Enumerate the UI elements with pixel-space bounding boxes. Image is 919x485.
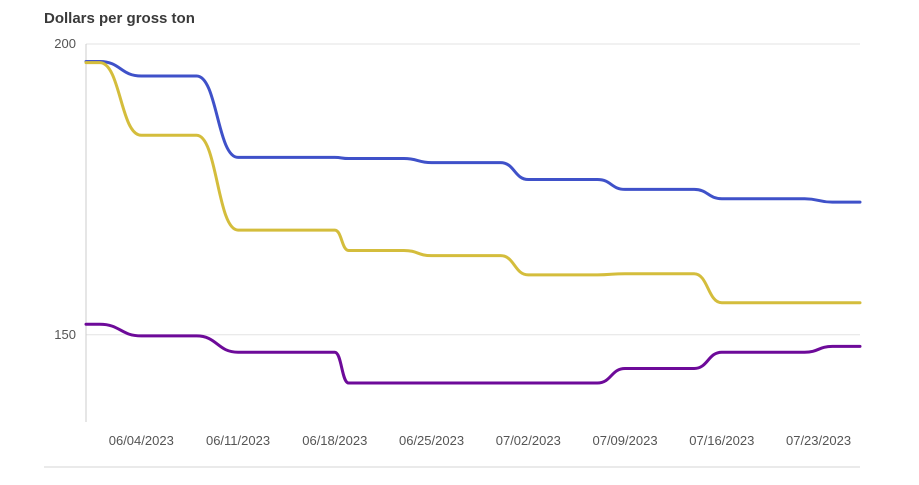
y-tick-label: 150 bbox=[54, 327, 76, 342]
x-tick-label: 07/16/2023 bbox=[689, 433, 754, 448]
y-tick-label: 200 bbox=[54, 36, 76, 51]
x-tick-label: 07/23/2023 bbox=[786, 433, 851, 448]
x-tick-label: 06/25/2023 bbox=[399, 433, 464, 448]
series-line-3 bbox=[84, 322, 862, 385]
x-tick-label: 07/09/2023 bbox=[592, 433, 657, 448]
x-tick-label: 06/04/2023 bbox=[109, 433, 174, 448]
x-tick-label: 07/02/2023 bbox=[496, 433, 561, 448]
series-line-2 bbox=[84, 61, 862, 305]
axis-layer bbox=[44, 44, 860, 468]
series-line-1 bbox=[84, 59, 862, 204]
x-tick-label: 06/18/2023 bbox=[302, 433, 367, 448]
tick-label-layer: 150 200 06/04/2023 06/11/2023 06/18/2023 06/2… bbox=[54, 36, 851, 448]
grid-layer bbox=[86, 43, 860, 336]
x-tick-label: 06/11/2023 bbox=[206, 433, 270, 448]
y-axis-title: Dollars per gross ton bbox=[44, 10, 195, 27]
series-layer bbox=[84, 59, 862, 385]
